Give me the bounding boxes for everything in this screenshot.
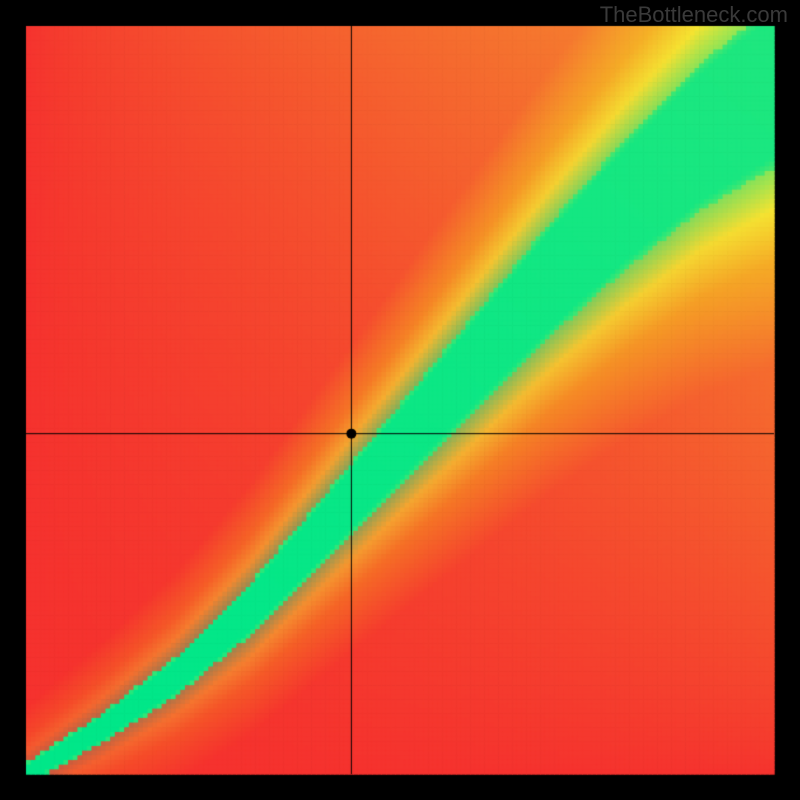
- chart-container: TheBottleneck.com: [0, 0, 800, 800]
- watermark-text: TheBottleneck.com: [600, 2, 788, 28]
- bottleneck-heatmap: [0, 0, 800, 800]
